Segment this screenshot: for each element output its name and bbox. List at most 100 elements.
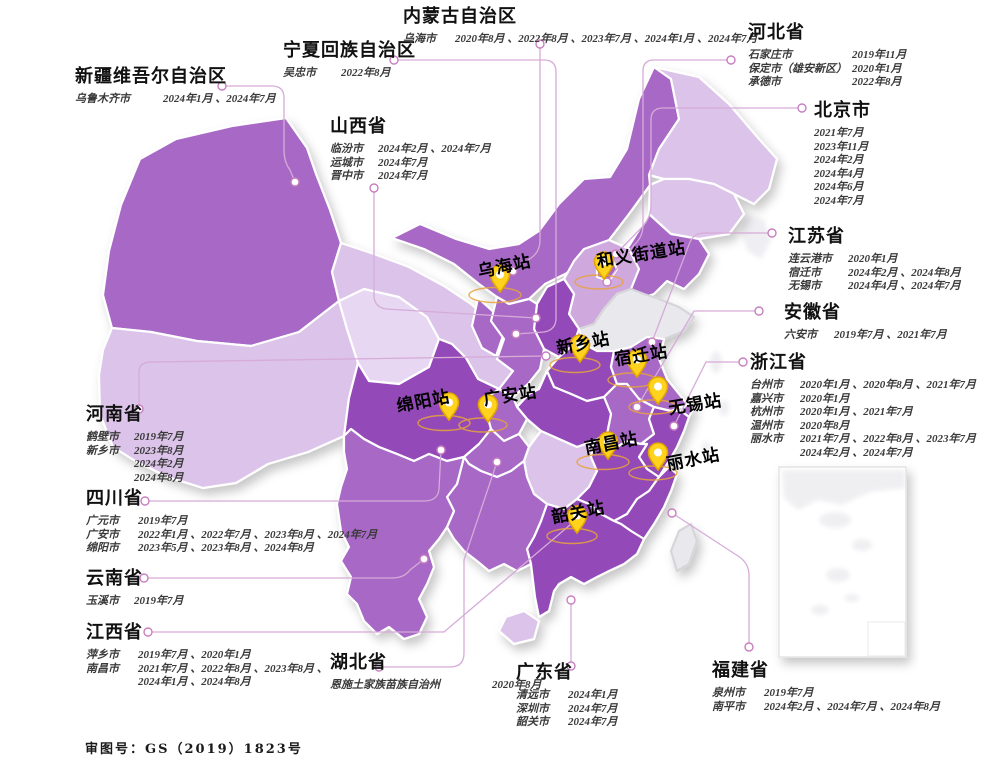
province-title: 湖北省 [330, 652, 387, 673]
province-records: 泉州市 2019年7月 南平市 2024年2月 、2024年7月 、2024年8月 [712, 687, 940, 714]
annotation-jiangsu: 江苏省 连云港市 2020年1月 宿迁市 2024年2月 、2024年8月 无锡市 2… [788, 222, 961, 294]
record-row: 2024年2月 、2024年7月 [750, 447, 976, 461]
record-dates: 2020年1月 [800, 392, 850, 405]
connector-line [221, 85, 296, 183]
record-dates: 2024年1月 、2024年7月 [163, 93, 276, 105]
city-name: 深圳市 [516, 702, 549, 715]
record-row: 2024年2月 [86, 458, 184, 472]
record-dates: 2024年7月 [378, 170, 428, 182]
record-row: 2023年11月 [814, 141, 871, 155]
connector-endpoint-icon [511, 329, 521, 339]
record-dates: 2024年1月 、2024年8月 [138, 676, 251, 688]
annotation-beijing: 北京市 2021年7月 2023年11月 2024年2月 2024年4月 202… [814, 96, 871, 208]
pin-halo [628, 399, 678, 415]
record-dates: 2020年1月 [848, 253, 898, 265]
city-name: 广元市 [86, 515, 119, 527]
connector-endpoint-icon [566, 595, 576, 605]
record-dates: 2021年7月 、2022年8月 、2023年7月 [800, 433, 976, 445]
record-row: 恩施土家族苗族自治州 2020年8月 [330, 679, 542, 693]
pin-halo [628, 465, 678, 481]
pin-halo [468, 286, 522, 304]
record-row: 广元市 2019年7月 [86, 515, 377, 529]
record-dates: 2024年2月 、2024年7月 [378, 143, 491, 155]
connector-lines [138, 43, 803, 668]
record-dates: 2019年7月 、2020年1月 [138, 649, 251, 661]
connector-endpoints [134, 39, 807, 672]
connector-endpoint-icon [134, 404, 144, 414]
record-dates: 2024年2月 、2024年7月 、2024年8月 [764, 700, 940, 713]
connector-line [138, 355, 547, 410]
province-records: 萍乡市 2019年7月 、2020年1月 南昌市 2021年7月 、2022年8月 … [86, 649, 328, 690]
city-name: 玉溪市 [86, 595, 119, 607]
record-row: 2024年6月 [814, 181, 871, 195]
city-name: 广安市 [86, 528, 119, 541]
province-records: 鹤壁市 2019年7月 新乡市 2023年8月 2024年2月 2024年8月 [86, 431, 184, 485]
city-name: 韶关市 [516, 716, 549, 728]
connector-line [673, 361, 744, 427]
city-name: 萍乡市 [86, 649, 119, 661]
city-name [86, 458, 134, 472]
city-name: 丽水市 [750, 433, 783, 445]
annotation-ningxia: 宁夏回族自治区 吴忠市 2022年8月 [283, 36, 416, 81]
province-records: 2021年7月 2023年11月 2024年2月 2024年4月 2024年6月… [814, 127, 871, 208]
province-title: 福建省 [712, 660, 769, 681]
record-dates: 2024年7月 [568, 716, 618, 728]
record-row: 清远市 2024年1月 [516, 689, 618, 703]
record-dates: 2020年8月 [492, 679, 542, 691]
record-row: 台州市 2020年1月 、2020年8月 、2021年7月 [750, 379, 976, 393]
record-dates: 2022年1月 、2022年7月 、2023年8月 、2024年7月 [138, 528, 378, 541]
province-records: 乌海市 2020年8月 、2022年8月 、2023年7月 、2024年1月 、2… [403, 33, 758, 47]
annotation-sichuan: 四川省 广元市 2019年7月 广安市 2022年1月 、2022年7月 、2023… [86, 484, 377, 556]
record-dates: 2020年1月 [852, 62, 902, 75]
province-title: 四川省 [86, 488, 143, 509]
connector-endpoint-icon [374, 662, 384, 672]
city-name: 台州市 [750, 379, 783, 391]
province-title: 云南省 [86, 568, 143, 589]
record-row: 2024年7月 [814, 195, 871, 209]
record-dates: 2024年1月 [568, 689, 618, 701]
pin-halo [574, 274, 624, 290]
record-dates: 2024年8月 [134, 471, 184, 484]
record-dates: 2020年8月 、2022年8月 、2023年7月 、2024年1月 、2024… [455, 33, 758, 45]
record-row: 绵阳市 2023年5月 、2023年8月 、2024年8月 [86, 542, 377, 556]
connector-endpoint-icon [611, 249, 621, 259]
record-row: 丽水市 2021年7月 、2022年8月 、2023年7月 [750, 433, 976, 447]
record-row: 南昌市 2021年7月 、2022年8月 、2023年8月 、 [86, 663, 328, 677]
annotation-henan: 河南省 鹤壁市 2019年7月 新乡市 2023年8月 2024年2月 2024年8… [86, 400, 184, 485]
province-records: 连云港市 2020年1月 宿迁市 2024年2月 、2024年8月 无锡市 2024年… [788, 253, 961, 294]
pin-halo [546, 527, 598, 545]
record-row: 深圳市 2024年7月 [516, 703, 618, 717]
city-name: 六安市 [784, 329, 817, 341]
province-records: 临汾市 2024年2月 、2024年7月 运城市 2024年7月 晋中市 2024年7… [330, 143, 491, 184]
connector-endpoint-icon [726, 55, 736, 65]
province-records: 广元市 2019年7月 广安市 2022年1月 、2022年7月 、2023年8月 … [86, 515, 377, 556]
province-jilin [647, 177, 746, 241]
connector-line [393, 59, 557, 335]
record-row: 嘉兴市 2020年1月 [750, 393, 976, 407]
connector-line [615, 107, 803, 255]
province-title: 新疆维吾尔自治区 [75, 66, 227, 87]
connector-line [671, 512, 750, 648]
record-row: 吴忠市 2022年8月 [283, 67, 416, 81]
record-dates: 2019年7月 [138, 515, 188, 527]
record-row: 保定市（雄安新区） 2020年1月 [748, 63, 906, 77]
city-name: 恩施土家族苗族自治州 [330, 679, 440, 691]
record-row: 无锡市 2024年4月 、2024年7月 [788, 280, 961, 294]
record-row: 玉溪市 2019年7月 [86, 595, 184, 609]
record-row: 运城市 2024年7月 [330, 157, 491, 171]
record-row: 晋中市 2024年7月 [330, 170, 491, 184]
connector-endpoint-icon [667, 508, 677, 518]
record-dates: 2024年7月 [814, 194, 864, 207]
city-name [750, 447, 800, 461]
connector-endpoint-icon [602, 277, 612, 287]
record-dates: 2019年7月 、2021年7月 [834, 329, 947, 341]
city-name: 清远市 [516, 689, 549, 701]
province-records: 石家庄市 2019年11月 保定市（雄安新区） 2020年1月 承德市 2022年8月 [748, 49, 906, 90]
province-records: 吴忠市 2022年8月 [283, 67, 416, 81]
connector-line [636, 310, 760, 408]
record-dates: 2020年1月 、2020年8月 、2021年7月 [800, 379, 976, 391]
connector-line [651, 232, 773, 343]
province-title: 江西省 [86, 622, 143, 643]
